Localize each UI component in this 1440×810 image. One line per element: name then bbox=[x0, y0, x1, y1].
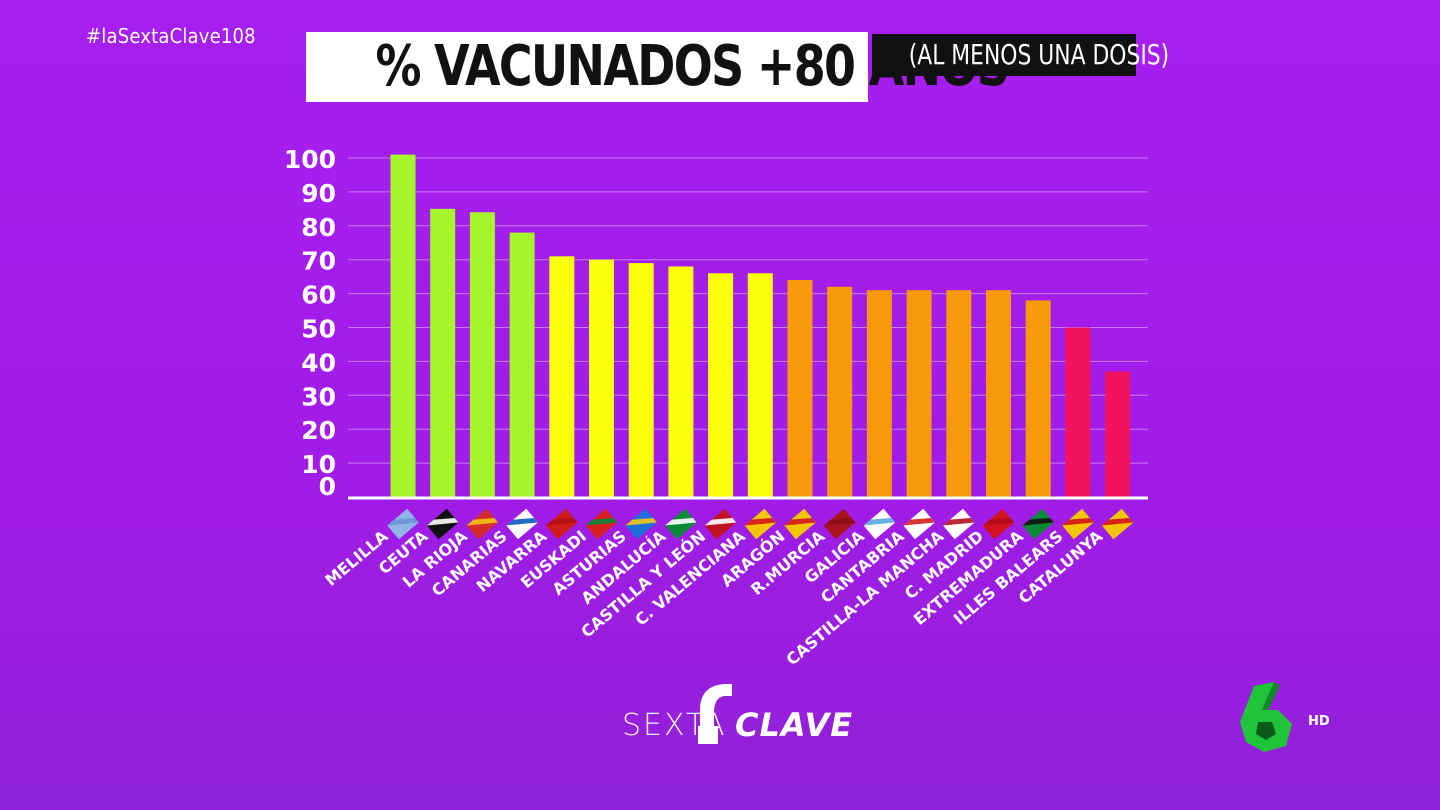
bar bbox=[866, 290, 892, 497]
valencia-flag-icon bbox=[744, 508, 777, 540]
andalucia-flag-icon bbox=[665, 508, 697, 540]
bar bbox=[1105, 371, 1131, 497]
chart-subtitle-text: (AL MENOS UNA DOSIS) bbox=[908, 38, 1170, 71]
bar bbox=[787, 280, 813, 497]
madrid-flag-icon bbox=[982, 508, 1015, 540]
chart-subtitle: (AL MENOS UNA DOSIS) bbox=[872, 34, 1169, 76]
bar bbox=[549, 256, 575, 497]
bar bbox=[469, 212, 495, 498]
lasexta-logo-icon bbox=[1240, 682, 1292, 752]
y-tick-label: 60 bbox=[301, 281, 336, 310]
euskadi-flag-icon bbox=[585, 508, 618, 540]
murcia-flag-icon bbox=[823, 508, 856, 540]
y-tick-label: 90 bbox=[301, 179, 336, 208]
aragon-flag-icon bbox=[784, 508, 816, 540]
bar bbox=[430, 208, 456, 497]
y-tick-label: 30 bbox=[301, 382, 336, 411]
bar bbox=[708, 273, 734, 497]
bar bbox=[668, 266, 694, 497]
y-tick-label: 40 bbox=[301, 348, 336, 377]
asturias-flag-icon bbox=[625, 508, 657, 540]
extremadura-flag-icon bbox=[1022, 508, 1054, 540]
y-tick-label: 80 bbox=[301, 213, 336, 242]
cantabria-flag-icon bbox=[903, 508, 935, 540]
y-tick-label: 50 bbox=[301, 315, 336, 344]
bar bbox=[986, 290, 1011, 497]
canarias-flag-icon bbox=[506, 508, 538, 540]
la-rioja-flag-icon bbox=[466, 508, 499, 540]
bar bbox=[589, 259, 614, 497]
y-tick-label: 0 bbox=[319, 472, 336, 501]
melilla-flag-icon bbox=[387, 508, 419, 540]
castilla-leon-flag-icon bbox=[704, 508, 737, 540]
bar bbox=[946, 290, 972, 497]
bar bbox=[1025, 300, 1051, 497]
navarra-flag-icon bbox=[546, 508, 578, 540]
castilla-la-mancha-flag-icon bbox=[943, 508, 975, 540]
baleares-flag-icon bbox=[1062, 508, 1094, 540]
galicia-flag-icon bbox=[863, 508, 896, 540]
bar bbox=[906, 290, 932, 497]
y-tick-label: 100 bbox=[284, 145, 336, 174]
bar bbox=[509, 232, 535, 497]
ceuta-flag-icon bbox=[426, 508, 459, 540]
bar bbox=[390, 154, 416, 498]
bar bbox=[827, 286, 853, 497]
y-tick-label: 10 bbox=[301, 450, 336, 479]
y-tick-label: 20 bbox=[301, 416, 336, 445]
bar bbox=[747, 273, 773, 497]
bar bbox=[628, 263, 654, 497]
hashtag: #laSextaClave108 bbox=[86, 24, 256, 48]
sexta-mark-icon bbox=[698, 684, 732, 744]
program-logo-right: CLAVE bbox=[735, 706, 854, 744]
bar bbox=[1065, 327, 1091, 497]
hd-badge: HD bbox=[1308, 714, 1330, 729]
catalunya-flag-icon bbox=[1101, 508, 1134, 540]
y-tick-label: 70 bbox=[301, 247, 336, 276]
